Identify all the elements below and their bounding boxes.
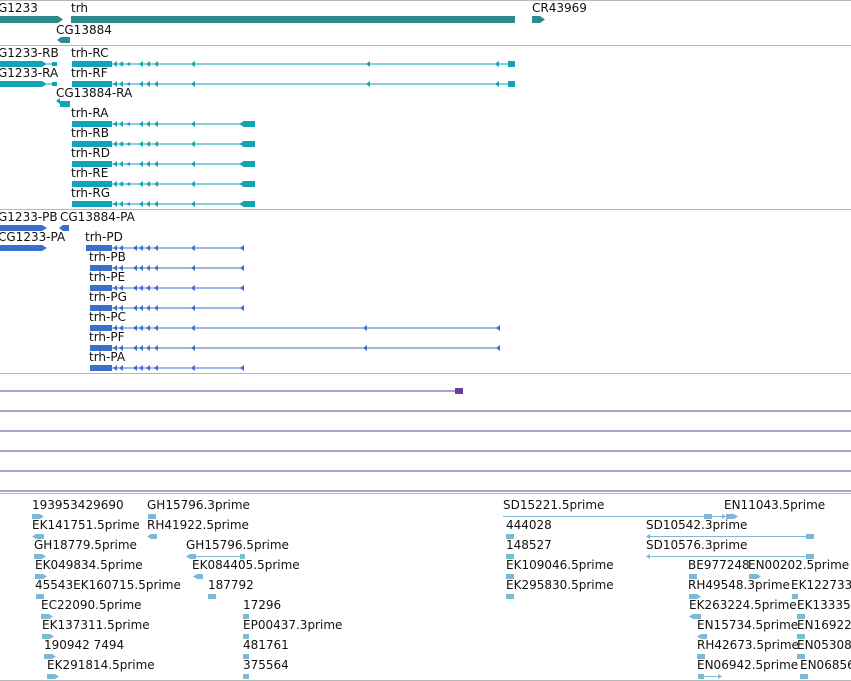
est-label[interactable]: EN11043.5prime <box>724 498 826 512</box>
gene-label[interactable]: trh <box>71 1 89 15</box>
track-separator <box>0 373 851 374</box>
gene-feature-cr43969[interactable] <box>532 16 545 23</box>
est-label[interactable]: EP00437.3prime <box>243 618 343 632</box>
protein-label[interactable]: trh-PF <box>89 330 125 344</box>
protein-label[interactable]: trh-PE <box>89 270 126 284</box>
est-label[interactable]: EC22090.5prime <box>41 598 142 612</box>
est-label[interactable]: EK13335 <box>797 598 851 612</box>
est-label[interactable]: SD10542.3prime <box>646 518 748 532</box>
est-label[interactable]: EK295830.5prime <box>506 578 614 592</box>
transcript-label[interactable]: trh-RG <box>71 186 110 200</box>
est-label[interactable]: EN06856 <box>800 658 851 672</box>
est-label[interactable]: GH15796.5prime <box>186 538 289 552</box>
gene-feature-cg13884[interactable] <box>57 37 70 43</box>
est-label[interactable]: EN00202.5prime <box>748 558 850 572</box>
gene-feature-cg1233[interactable] <box>0 16 63 23</box>
transcript-label[interactable]: trh-RD <box>71 146 110 160</box>
protein-trh-pf[interactable] <box>89 344 501 352</box>
est-label[interactable]: EK084405.5prime <box>192 558 300 572</box>
est-label[interactable]: EN16922 <box>797 618 851 632</box>
protein-label[interactable]: trh-PA <box>89 350 126 364</box>
est-label[interactable]: RH42673.5prime <box>697 638 799 652</box>
est-label[interactable]: EK049834.5prime <box>35 558 143 572</box>
protein-label[interactable]: G1233-PB <box>0 210 58 224</box>
est-label[interactable]: EK263224.5prime <box>689 598 797 612</box>
est-label[interactable]: GH18779.5prime <box>34 538 137 552</box>
est-label[interactable]: GH15796.3prime <box>147 498 250 512</box>
gene-label[interactable]: CR43969 <box>532 1 587 15</box>
gene-feature-trh[interactable] <box>71 16 515 23</box>
protein-trh-pa[interactable] <box>89 364 245 372</box>
track-separator <box>0 493 851 494</box>
est-label[interactable]: 190942 7494 <box>44 638 125 652</box>
est-label[interactable]: EK109046.5prime <box>506 558 614 572</box>
transcript-label[interactable]: trh-RA <box>71 106 109 120</box>
est-label[interactable]: EK122733 <box>791 578 851 592</box>
protein-label[interactable]: trh-PC <box>89 310 126 324</box>
est-label[interactable]: EK141751.5prime <box>32 518 140 532</box>
protein-label[interactable]: trh-PG <box>89 290 127 304</box>
est-label[interactable]: 481761 <box>243 638 289 652</box>
transcript-label[interactable]: G1233-RB <box>0 46 59 60</box>
transcript-trh-rc[interactable] <box>72 61 515 67</box>
est-label[interactable]: EK137311.5prime <box>42 618 150 632</box>
est-label[interactable]: RH41922.5prime <box>147 518 249 532</box>
est-label[interactable]: 17296 <box>243 598 282 612</box>
gene-label[interactable]: G1233 <box>0 1 38 15</box>
est-label[interactable]: 444028 <box>506 518 552 532</box>
misc-feature-end[interactable] <box>455 388 463 394</box>
track-separator <box>0 45 851 46</box>
est-label[interactable]: EK291814.5prime <box>47 658 155 672</box>
transcript-trh-rg[interactable] <box>71 200 256 208</box>
protein-label[interactable]: trh-PB <box>89 250 126 264</box>
gene-label[interactable]: CG13884 <box>56 23 112 37</box>
est-label[interactable]: EN15734.5prime <box>697 618 799 632</box>
est-label[interactable]: SD15221.5prime <box>503 498 605 512</box>
gene-track-graphics <box>0 16 545 43</box>
transcript-label[interactable]: CG13884-RA <box>56 86 133 100</box>
protein-label[interactable]: trh-PD <box>85 230 123 244</box>
track-separator <box>0 209 851 210</box>
est-label[interactable]: EN05308 <box>797 638 851 652</box>
est-label[interactable]: 45543EK160715.5prime <box>35 578 181 592</box>
transcript-label[interactable]: trh-RE <box>71 166 109 180</box>
est-label[interactable]: RH49548.3prime <box>688 578 790 592</box>
protein-label[interactable]: CG13884-PA <box>60 210 135 224</box>
track-separator <box>0 0 851 1</box>
transcript-label[interactable]: trh-RF <box>71 66 108 80</box>
transcript-label[interactable]: G1233-RA <box>0 66 59 80</box>
protein-label[interactable]: CG1233-PA <box>0 230 66 244</box>
protein-cg1233-pa[interactable] <box>0 245 47 251</box>
est-label[interactable]: SD10576.3prime <box>646 538 748 552</box>
transcript-label[interactable]: trh-RC <box>71 46 109 60</box>
est-label[interactable]: 193953429690 <box>32 498 124 512</box>
transcript-cg1233-ra[interactable] <box>0 81 57 87</box>
protein-trh-pc[interactable] <box>90 325 500 331</box>
transcript-trh-rf[interactable] <box>72 81 515 87</box>
est-label[interactable]: BE977248 <box>688 558 750 572</box>
transcript-label[interactable]: trh-RB <box>71 126 109 140</box>
est-label[interactable]: 375564 <box>243 658 289 672</box>
est-label[interactable]: EN06942.5prime <box>697 658 799 672</box>
est-label[interactable]: 148527 <box>506 538 552 552</box>
est-label[interactable]: 187792 <box>208 578 254 592</box>
